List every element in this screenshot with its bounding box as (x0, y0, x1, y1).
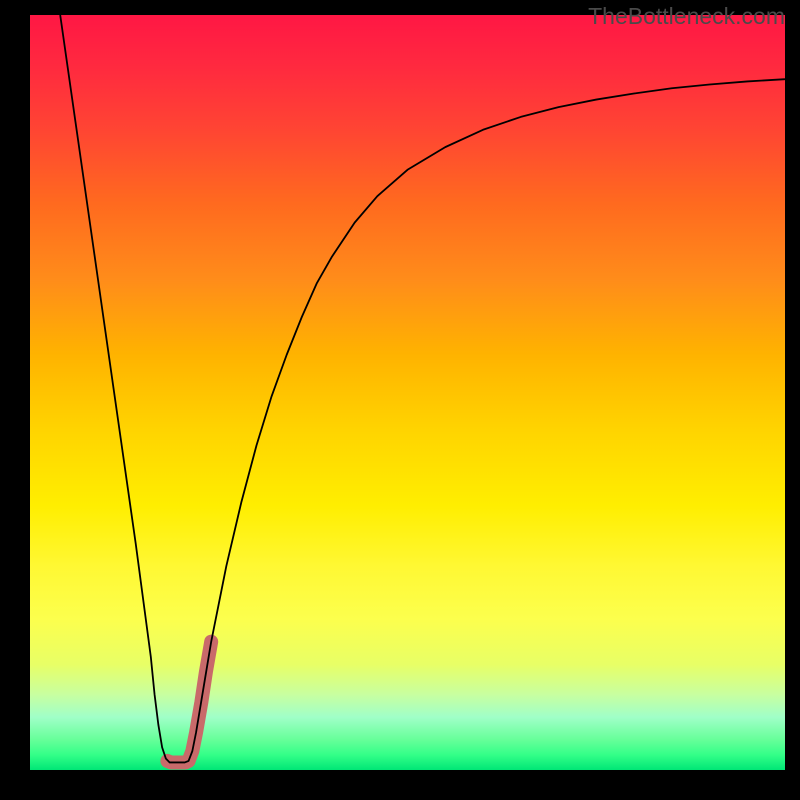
plot-area (30, 15, 785, 770)
watermark-label: TheBottleneck.com (588, 3, 785, 29)
bottleneck-chart: TheBottleneck.com (0, 0, 800, 800)
